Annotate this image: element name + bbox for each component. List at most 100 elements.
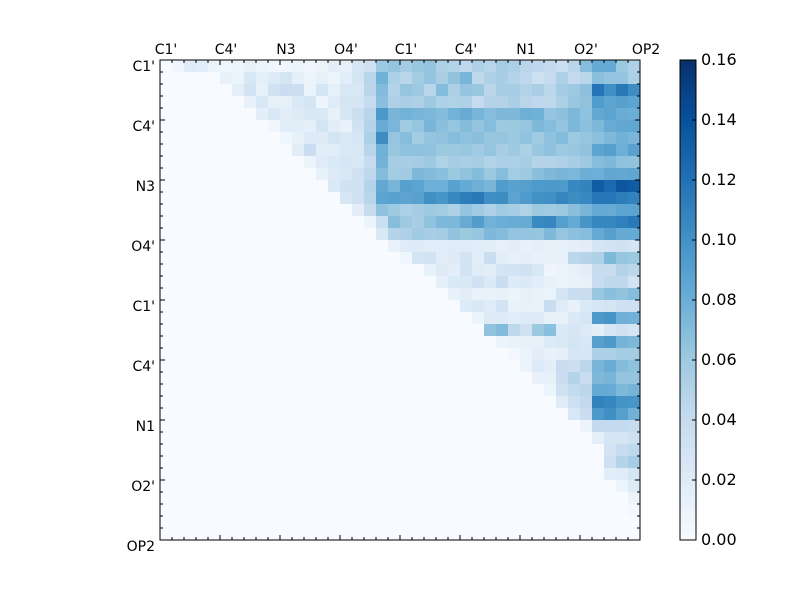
heatmap-cell — [424, 300, 437, 313]
heatmap-cell — [316, 156, 329, 169]
heatmap-cell — [472, 300, 485, 313]
heatmap-cell — [556, 420, 569, 433]
heatmap-cell — [292, 420, 305, 433]
heatmap-cell — [460, 324, 473, 337]
heatmap-cell — [616, 240, 629, 253]
heatmap-cell — [604, 372, 617, 385]
heatmap-cell — [196, 408, 209, 421]
heatmap-cell — [256, 96, 269, 109]
heatmap-cell — [220, 60, 233, 73]
heatmap-cell — [628, 240, 641, 253]
heatmap-cell — [244, 96, 257, 109]
heatmap-cell — [364, 432, 377, 445]
heatmap-cell — [364, 384, 377, 397]
heatmap-cell — [412, 312, 425, 325]
heatmap-cell — [304, 384, 317, 397]
heatmap-cell — [328, 420, 341, 433]
heatmap-cell — [280, 372, 293, 385]
heatmap-cell — [460, 312, 473, 325]
heatmap-cell — [280, 132, 293, 145]
heatmap-cell — [220, 240, 233, 253]
heatmap-cell — [364, 156, 377, 169]
heatmap-cell — [208, 312, 221, 325]
heatmap-cell — [400, 372, 413, 385]
heatmap-cell — [292, 120, 305, 133]
heatmap-cell — [184, 360, 197, 373]
heatmap-cell — [532, 180, 545, 193]
heatmap-cell — [616, 408, 629, 421]
heatmap-cell — [352, 168, 365, 181]
heatmap-cell — [568, 420, 581, 433]
heatmap-cell — [256, 108, 269, 121]
heatmap-cell — [292, 168, 305, 181]
heatmap-cell — [196, 276, 209, 289]
heatmap-cell — [544, 120, 557, 133]
heatmap-cell — [484, 252, 497, 265]
heatmap-cell — [580, 300, 593, 313]
heatmap-cell — [592, 168, 605, 181]
heatmap-cell — [448, 528, 461, 541]
heatmap-cell — [628, 480, 641, 493]
heatmap-cell — [592, 348, 605, 361]
heatmap-cell — [568, 360, 581, 373]
heatmap-cell — [292, 72, 305, 85]
heatmap-cell — [508, 432, 521, 445]
heatmap-cell — [616, 456, 629, 469]
heatmap-cell — [184, 300, 197, 313]
heatmap-cell — [544, 84, 557, 97]
x-tick-label: C4' — [215, 42, 238, 58]
heatmap-cell — [484, 420, 497, 433]
heatmap-cell — [604, 312, 617, 325]
heatmap-cell — [448, 468, 461, 481]
heatmap-cell — [244, 132, 257, 145]
heatmap-cell — [424, 108, 437, 121]
heatmap-cell — [220, 492, 233, 505]
heatmap-cell — [592, 204, 605, 217]
heatmap-cell — [616, 60, 629, 73]
heatmap-cell — [604, 60, 617, 73]
heatmap-cell — [352, 192, 365, 205]
heatmap-cell — [544, 504, 557, 517]
heatmap-cell — [532, 420, 545, 433]
heatmap-cell — [328, 168, 341, 181]
heatmap-cell — [316, 264, 329, 277]
heatmap-cell — [436, 264, 449, 277]
heatmap-cell — [364, 108, 377, 121]
heatmap-cell — [424, 180, 437, 193]
heatmap-cell — [508, 264, 521, 277]
heatmap-cell — [292, 444, 305, 457]
heatmap-cell — [184, 480, 197, 493]
heatmap-cell — [328, 120, 341, 133]
heatmap-cell — [220, 456, 233, 469]
heatmap-cell — [436, 300, 449, 313]
heatmap-cell — [616, 180, 629, 193]
heatmap-cell — [256, 192, 269, 205]
heatmap-cell — [460, 132, 473, 145]
heatmap-cell — [184, 144, 197, 157]
heatmap-cell — [604, 180, 617, 193]
heatmap-cell — [196, 480, 209, 493]
heatmap-cell — [592, 96, 605, 109]
heatmap-cell — [532, 252, 545, 265]
heatmap-cell — [172, 156, 185, 169]
heatmap-cell — [196, 468, 209, 481]
heatmap-cell — [508, 228, 521, 241]
heatmap-cell — [448, 384, 461, 397]
heatmap-cell — [172, 276, 185, 289]
heatmap-cell — [208, 120, 221, 133]
heatmap-cell — [160, 444, 173, 457]
heatmap-cell — [316, 336, 329, 349]
heatmap-cell — [172, 492, 185, 505]
heatmap-cell — [496, 120, 509, 133]
heatmap-cell — [304, 336, 317, 349]
heatmap-cell — [604, 360, 617, 373]
heatmap-cell — [160, 84, 173, 97]
heatmap-cell — [448, 360, 461, 373]
heatmap-cell — [556, 180, 569, 193]
x-tick-label: N1 — [516, 42, 535, 58]
heatmap-cell — [196, 324, 209, 337]
heatmap-cell — [436, 444, 449, 457]
heatmap-cell — [364, 420, 377, 433]
